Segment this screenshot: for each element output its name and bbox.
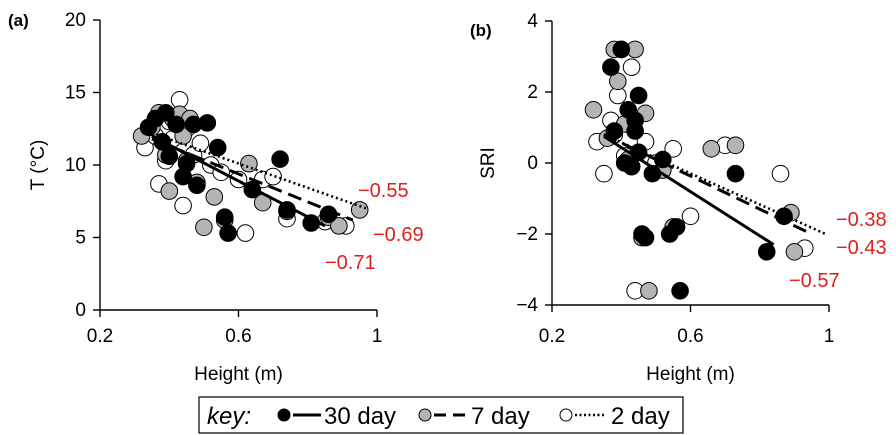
panel-a-plot-area: [132, 91, 369, 242]
panel-b-plot-area: [584, 40, 827, 300]
panel-a: (a) 20 15 10 5 0 0.2 0.6 1 Height (m) T …: [8, 10, 424, 385]
legend-item-30-day: 30 day: [277, 403, 396, 430]
y-tick-label: 5: [75, 228, 86, 249]
y-tick-label: 0: [75, 300, 86, 321]
y-tick-label: 20: [65, 10, 86, 31]
legend-marker-open: [559, 408, 573, 422]
data-point-7-day: [330, 217, 348, 235]
y-tick-label: −4: [516, 295, 538, 316]
data-point-30-day: [671, 282, 689, 300]
panel-b-y-ticks: 4 2 0 −2 −4: [516, 11, 552, 316]
y-tick-label: −2: [516, 224, 538, 245]
r-value-7-day: −0.43: [836, 237, 887, 259]
legend-key: key: 30 day 7 day 2 day: [198, 396, 684, 434]
data-point-7-day: [609, 72, 627, 91]
fit-line-2-day: [603, 133, 827, 236]
data-point-7-day: [640, 282, 658, 300]
panel-b-x-axis-title: Height (m): [646, 364, 735, 385]
data-point-30-day: [726, 164, 745, 183]
x-tick-label: 1: [372, 326, 383, 347]
panel-a-y-axis-title: T (°C): [28, 140, 49, 191]
data-point-2-day: [595, 164, 613, 183]
panel-a-x-ticks: 0.2 0.6 1: [87, 310, 383, 347]
data-point-30-day: [757, 243, 776, 261]
data-point-2-day: [264, 167, 282, 186]
data-point-30-day: [188, 176, 206, 195]
data-point-30-day: [602, 58, 620, 76]
x-tick-label: 0.2: [539, 326, 565, 347]
data-point-30-day: [319, 205, 338, 224]
panel-a-y-ticks: 20 15 10 5 0: [65, 10, 100, 321]
data-point-7-day: [785, 243, 804, 261]
legend-title: key:: [207, 403, 251, 430]
data-point-30-day: [208, 138, 227, 157]
panel-a-label: (a): [8, 11, 29, 30]
data-point-30-day: [612, 40, 631, 59]
data-point-2-day: [236, 224, 255, 242]
x-tick-label: 0.2: [87, 326, 113, 347]
y-tick-label: 15: [65, 83, 86, 104]
fit-line-30-day: [603, 135, 775, 246]
x-tick-label: 1: [824, 326, 835, 347]
data-point-2-day: [771, 164, 790, 183]
legend-marker-filled: [277, 408, 291, 422]
data-point-30-day: [667, 218, 686, 236]
r-value-2-day: −0.55: [358, 180, 409, 202]
y-tick-label: 0: [527, 153, 538, 174]
fit-line-7-day: [603, 133, 813, 236]
r-value-2-day: −0.38: [836, 209, 887, 231]
panel-b: (b) 4 2 0 −2 −4 0.2 0.6 1 Height (m) SRI…: [470, 11, 887, 385]
y-tick-label: 2: [527, 82, 538, 103]
data-point-7-day: [240, 154, 258, 173]
data-point-2-day: [622, 58, 641, 76]
x-tick-label: 0.6: [677, 326, 703, 347]
data-point-30-day: [167, 115, 185, 134]
data-point-7-day: [350, 201, 369, 219]
data-point-2-day: [174, 196, 192, 215]
r-value-30-day: −0.57: [789, 270, 840, 292]
data-point-30-day: [157, 104, 175, 122]
data-point-30-day: [629, 86, 648, 105]
y-tick-label: 10: [65, 155, 86, 176]
fit-line-7-day: [151, 137, 354, 222]
data-point-2-day: [664, 140, 683, 158]
legend-item-2-day: 2 day: [559, 403, 670, 430]
data-point-30-day: [198, 114, 217, 132]
data-point-2-day: [681, 207, 700, 226]
data-point-7-day: [584, 101, 603, 119]
data-point-30-day: [215, 208, 234, 226]
data-point-7-day: [726, 136, 745, 155]
panel-b-x-ticks: 0.2 0.6 1: [539, 305, 835, 347]
data-point-30-day: [271, 150, 289, 168]
legend-label-7-day: 7 day: [471, 403, 530, 430]
panel-b-label: (b): [470, 21, 492, 40]
data-point-7-day: [195, 218, 213, 237]
data-point-7-day: [702, 140, 721, 158]
legend-label-2-day: 2 day: [611, 403, 670, 430]
data-point-7-day: [205, 188, 224, 206]
legend-marker-grey: [418, 408, 432, 422]
legend-item-7-day: 7 day: [418, 403, 530, 430]
y-tick-label: 4: [527, 11, 538, 32]
panel-b-y-axis-title: SRI: [478, 147, 499, 179]
data-point-30-day: [626, 111, 644, 130]
r-value-7-day: −0.69: [373, 224, 424, 246]
data-point-30-day: [622, 157, 641, 176]
x-tick-label: 0.6: [225, 326, 251, 347]
data-point-30-day: [636, 228, 655, 247]
r-value-30-day: −0.71: [325, 252, 376, 274]
data-point-7-day: [160, 182, 179, 200]
legend-label-30-day: 30 day: [324, 403, 396, 430]
data-point-30-day: [219, 224, 237, 242]
data-point-30-day: [160, 147, 179, 166]
fit-line-30-day: [151, 134, 326, 228]
panel-a-x-axis-title: Height (m): [194, 364, 283, 385]
